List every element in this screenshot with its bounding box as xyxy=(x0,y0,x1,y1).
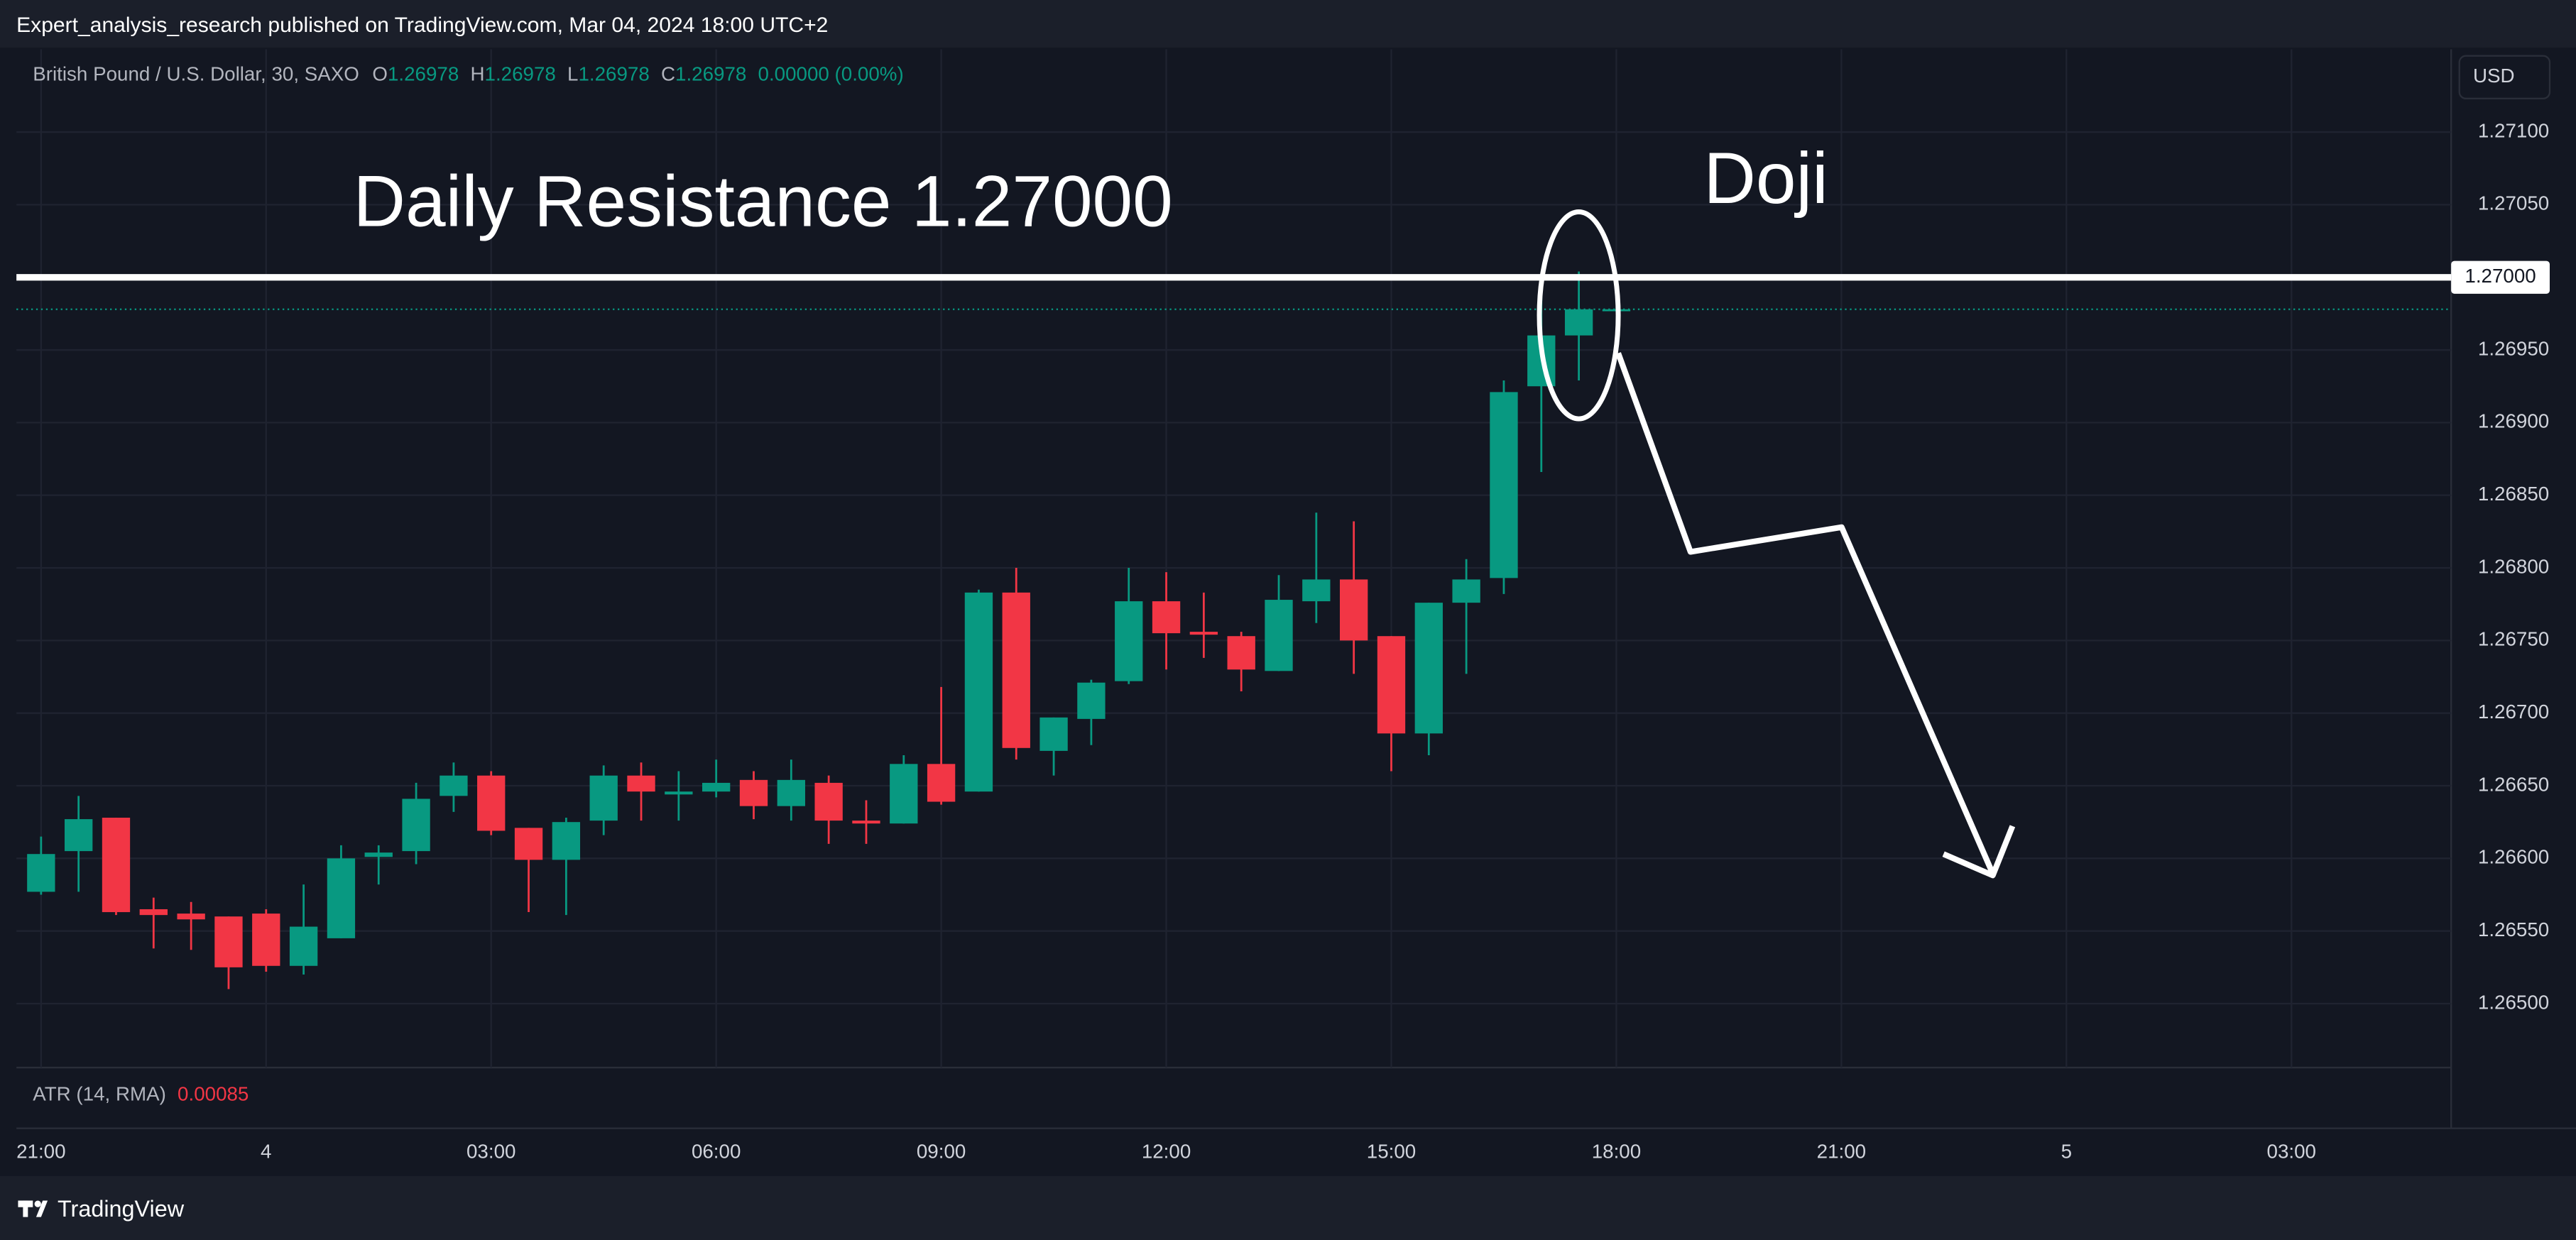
x-tick-label: 18:00 xyxy=(1592,1141,1641,1163)
candle-body xyxy=(627,775,655,792)
candle-body xyxy=(1452,579,1480,603)
currency: USD xyxy=(2473,65,2515,87)
candle-body xyxy=(739,779,768,806)
doji-annotation: Doji xyxy=(1703,138,1828,219)
candle-body xyxy=(1002,592,1030,748)
x-tick-label: 03:00 xyxy=(466,1141,515,1163)
x-tick-label: 21:00 xyxy=(1817,1141,1866,1163)
candle-body xyxy=(552,822,581,860)
candles xyxy=(16,271,2452,989)
y-tick-label: 1.26700 xyxy=(2478,701,2549,723)
candle-body xyxy=(1115,601,1143,681)
grid xyxy=(16,49,2452,1068)
candle-body xyxy=(252,913,280,966)
x-tick-label: 06:00 xyxy=(692,1141,741,1163)
projection-arrow xyxy=(1615,352,1996,875)
candle-body xyxy=(589,775,618,821)
candle-body xyxy=(964,592,993,792)
candle-body xyxy=(1302,579,1331,602)
y-tick-label: 1.27100 xyxy=(2478,119,2549,141)
publisher: Expert_analysis_research published on Tr… xyxy=(16,13,828,37)
high-value: 1.26978 xyxy=(485,63,556,85)
y-tick-label: 1.26950 xyxy=(2478,337,2549,359)
candle-body xyxy=(852,821,880,824)
legend: British Pound / U.S. Dollar, 30, SAXO O1.… xyxy=(33,63,903,85)
low-value: 1.26978 xyxy=(578,63,649,85)
y-tick-label: 1.26900 xyxy=(2478,410,2549,432)
resistance-annotation: Daily Resistance 1.27000 xyxy=(353,160,1172,241)
y-tick-label: 1.26850 xyxy=(2478,483,2549,505)
candle-body xyxy=(665,791,693,795)
doji-circle xyxy=(1537,209,1621,422)
arrow-head xyxy=(1942,825,2016,879)
candle-body xyxy=(440,775,468,796)
indicator-name: ATR (14, RMA) xyxy=(33,1083,166,1105)
y-tick-label: 1.26500 xyxy=(2478,991,2549,1013)
candle-body xyxy=(1414,603,1443,734)
c-label: C xyxy=(661,63,675,85)
y-tick-label: 1.26550 xyxy=(2478,918,2549,940)
currency-button[interactable] xyxy=(2458,55,2551,99)
y-tick-label: 1.26600 xyxy=(2478,846,2549,868)
candle-body xyxy=(1339,579,1368,641)
brand: TradingView xyxy=(58,1196,185,1222)
x-tick-label: 12:00 xyxy=(1142,1141,1191,1163)
symbol: British Pound / U.S. Dollar, 30, SAXO xyxy=(33,63,359,85)
candle-body xyxy=(102,818,131,913)
candle-body xyxy=(364,852,393,857)
x-tick-label: 15:00 xyxy=(1367,1141,1416,1163)
candle-body xyxy=(814,782,843,821)
resistance-label: 1.27000 xyxy=(2465,265,2536,287)
candle-body xyxy=(1377,636,1406,734)
candle-body xyxy=(214,916,243,967)
y-tick-label: 1.26750 xyxy=(2478,628,2549,650)
top-bar xyxy=(0,0,2576,48)
candle-body xyxy=(65,819,93,852)
candle-body xyxy=(1265,600,1293,671)
y-tick-label: 1.27050 xyxy=(2478,192,2549,214)
candle-body xyxy=(289,926,318,966)
candle-body xyxy=(1039,717,1068,751)
candle-body xyxy=(139,909,168,916)
close-value: 1.26978 xyxy=(675,63,746,85)
candle-body xyxy=(1189,632,1218,635)
o-label: O xyxy=(372,63,388,85)
candle-body xyxy=(927,764,956,802)
candle-body xyxy=(1152,601,1181,634)
candle-body xyxy=(777,779,805,806)
x-tick-label: 5 xyxy=(2061,1141,2072,1163)
candle-body xyxy=(1077,682,1106,719)
candle-body xyxy=(1227,636,1255,670)
candle-body xyxy=(890,764,918,824)
candle-body xyxy=(177,913,205,920)
candle-body xyxy=(27,854,55,892)
candle-body xyxy=(1490,392,1518,578)
candle-body xyxy=(514,828,543,860)
l-label: L xyxy=(567,63,578,85)
h-label: H xyxy=(470,63,484,85)
candle-body xyxy=(1564,309,1593,336)
candle-body xyxy=(702,782,731,792)
indicator-value: 0.00085 xyxy=(178,1083,249,1105)
indicator: ATR (14, RMA) 0.00085 xyxy=(33,1083,249,1105)
change-value: 0.00000 (0.00%) xyxy=(758,63,904,85)
y-tick-label: 1.26800 xyxy=(2478,555,2549,577)
y-tick-label: 1.26650 xyxy=(2478,773,2549,795)
open-value: 1.26978 xyxy=(388,63,459,85)
x-tick-label: 03:00 xyxy=(2267,1141,2316,1163)
bottom-bar xyxy=(0,1175,2576,1240)
candle-body xyxy=(327,858,356,938)
x-tick-label: 21:00 xyxy=(16,1141,65,1163)
resistance-label-box xyxy=(2451,260,2550,294)
x-tick-label: 4 xyxy=(261,1141,271,1163)
brand-logo xyxy=(18,1200,48,1217)
candle-body xyxy=(477,775,506,831)
candle-body xyxy=(402,799,430,852)
x-tick-label: 09:00 xyxy=(917,1141,966,1163)
